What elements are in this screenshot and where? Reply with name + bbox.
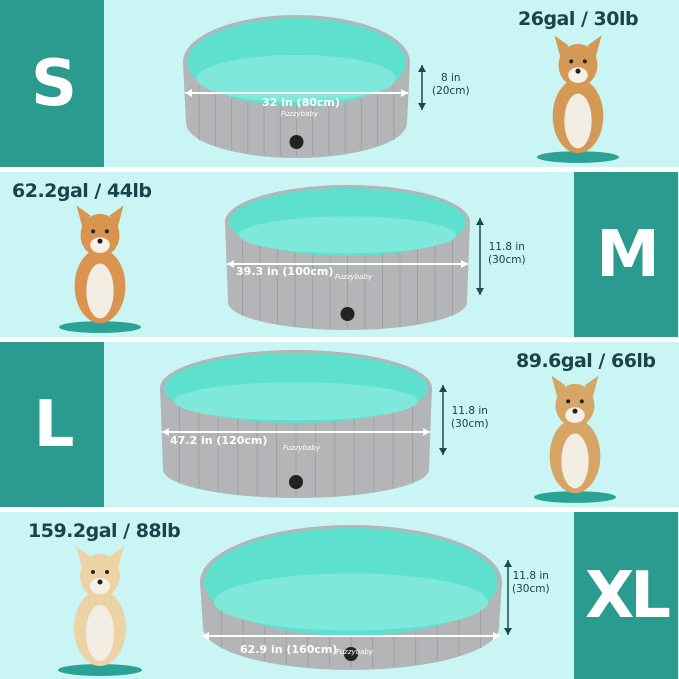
diameter-l: 47.2 in (120cm) xyxy=(170,434,268,447)
dog-chest xyxy=(86,605,114,661)
pool-floor xyxy=(214,573,488,631)
diameter-s: 32 in (80cm) xyxy=(262,96,340,109)
dog-eye xyxy=(569,59,574,64)
brand-logo-xl: Fuzzybaby xyxy=(336,648,373,656)
pool xyxy=(183,14,426,158)
dog-eye xyxy=(582,59,587,64)
dog-muzzle xyxy=(565,407,585,423)
dog-head xyxy=(558,43,598,87)
height-cm: (20cm) xyxy=(432,85,470,97)
capacity-s: 26gal / 30lb xyxy=(518,8,639,30)
dog-chest xyxy=(561,433,589,489)
dog-eye xyxy=(104,229,109,234)
pool-floor xyxy=(174,382,418,421)
drain-plug-icon xyxy=(344,647,358,661)
pool xyxy=(200,525,512,670)
dog-mat xyxy=(537,151,619,163)
dog-eye xyxy=(579,399,584,404)
dog-mat xyxy=(58,664,142,676)
capacity-m: 62.2gal / 44lb xyxy=(12,180,152,202)
dog-nose xyxy=(97,238,103,244)
pool-floor xyxy=(197,54,396,102)
dog-nose xyxy=(572,408,578,414)
height-in: 11.8 in xyxy=(451,405,488,417)
diameter-m: 39.3 in (100cm) xyxy=(236,265,334,278)
height-cm: (30cm) xyxy=(488,254,526,266)
dog-nose xyxy=(575,68,581,74)
height-s: 8 in (20cm) xyxy=(432,72,470,98)
dog-muzzle xyxy=(90,578,110,594)
capacity-xl: 159.2gal / 88lb xyxy=(28,520,181,542)
pool xyxy=(160,350,447,498)
dog-head xyxy=(80,554,120,598)
dog-image xyxy=(537,35,619,163)
dog-image xyxy=(534,375,616,503)
drain-plug-icon xyxy=(289,135,304,149)
height-in: 8 in xyxy=(440,72,461,84)
dog-muzzle xyxy=(90,237,110,253)
drain-plug-icon xyxy=(340,307,355,321)
height-in: 11.8 in xyxy=(488,241,525,253)
size-badge-l: L xyxy=(0,342,104,507)
height-xl: 11.8 in (30cm) xyxy=(512,570,550,596)
dog-image xyxy=(58,546,142,676)
dog-ears xyxy=(76,205,124,228)
dog-ears xyxy=(554,35,602,58)
brand-logo-s: Fuzzybaby xyxy=(281,110,318,118)
dog-mat xyxy=(59,321,141,333)
capacity-l: 89.6gal / 66lb xyxy=(516,350,656,372)
height-cm: (30cm) xyxy=(451,418,489,430)
drain-plug-icon xyxy=(289,475,303,489)
dog-ears xyxy=(76,546,124,568)
brand-logo-l: Fuzzybaby xyxy=(283,444,320,452)
brand-logo-m: Fuzzybaby xyxy=(335,273,372,281)
diameter-xl: 62.9 in (160cm) xyxy=(240,643,338,656)
dog-nose xyxy=(97,579,103,585)
dog-eye xyxy=(105,570,109,574)
pool xyxy=(225,185,484,330)
height-in: 11.8 in xyxy=(512,570,549,582)
size-badge-xl: XL xyxy=(574,512,678,679)
dog-ears xyxy=(551,375,599,398)
dog-image xyxy=(59,205,141,333)
dog-head xyxy=(80,213,120,257)
height-m: 11.8 in (30cm) xyxy=(488,241,526,267)
dog-muzzle xyxy=(568,67,588,83)
height-arrowheads xyxy=(439,385,447,455)
dog-chest xyxy=(564,93,592,149)
dog-head xyxy=(555,383,595,427)
pool-floor xyxy=(239,216,456,254)
height-l: 11.8 in (30cm) xyxy=(451,405,489,431)
size-badge-s: S xyxy=(0,0,104,167)
size-badge-m: M xyxy=(574,172,678,337)
dog-eye xyxy=(91,229,96,234)
height-cm: (30cm) xyxy=(512,583,550,595)
dog-chest xyxy=(86,263,114,319)
dog-eye xyxy=(91,570,95,574)
dog-eye xyxy=(566,399,571,404)
dog-mat xyxy=(534,491,616,503)
